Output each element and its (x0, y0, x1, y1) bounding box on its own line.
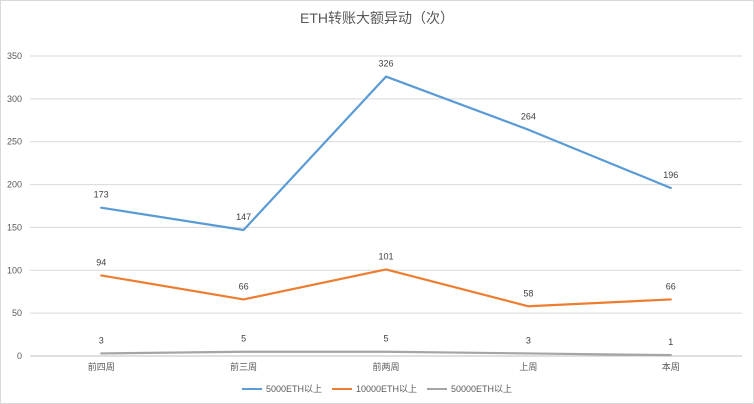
y-axis: 0 50 100 150 200 250 300 350 (7, 51, 22, 361)
x-axis: 前四周 前三周 前两周 上周 本周 (88, 361, 680, 372)
y-tick-label: 100 (7, 265, 22, 275)
data-label: 3 (526, 335, 531, 345)
gridlines (30, 55, 742, 357)
data-label: 326 (378, 59, 393, 69)
legend-swatch-10000eth (331, 387, 352, 390)
data-labels: 173 147 326 264 196 94 66 101 58 66 3 5 5 3 1 (94, 59, 679, 348)
data-label: 264 (521, 112, 536, 122)
data-label: 196 (663, 170, 678, 180)
x-tick-label: 前三周 (230, 361, 257, 372)
y-tick-label: 0 (17, 351, 22, 361)
legend-label-50000eth: 50000ETH以上 (451, 384, 513, 394)
legend: 5000ETH以上 10000ETH以上 50000ETH以上 (0, 382, 754, 395)
x-tick-label: 前两周 (372, 361, 399, 372)
series-lines (100, 75, 672, 357)
y-tick-label: 200 (7, 180, 22, 190)
legend-item-50000eth: 50000ETH以上 (427, 382, 512, 395)
legend-swatch-5000eth (241, 387, 262, 390)
chart-title: ETH转账大额异动（次） (300, 10, 454, 26)
legend-label-5000eth: 5000ETH以上 (265, 384, 322, 394)
y-tick-label: 50 (12, 308, 22, 318)
y-tick-label: 150 (7, 222, 22, 232)
series-line-1 (100, 268, 672, 308)
data-label: 101 (378, 251, 393, 261)
legend-item-5000eth: 5000ETH以上 (241, 382, 322, 395)
x-tick-label: 本周 (662, 361, 680, 372)
data-label: 1 (668, 337, 673, 347)
data-label: 66 (239, 281, 249, 291)
y-tick-label: 300 (7, 94, 22, 104)
series-line-2 (100, 350, 672, 357)
y-tick-label: 350 (7, 51, 22, 61)
legend-swatch-50000eth (427, 387, 448, 390)
data-label: 173 (94, 190, 109, 200)
data-label: 66 (666, 281, 676, 291)
legend-item-10000eth: 10000ETH以上 (331, 382, 418, 395)
data-label: 5 (241, 334, 246, 344)
data-label: 58 (523, 288, 533, 298)
series-line-0 (100, 75, 672, 232)
y-tick-label: 250 (7, 137, 22, 147)
data-label: 94 (96, 257, 106, 267)
x-tick-label: 前四周 (88, 361, 115, 372)
data-label: 3 (99, 335, 104, 345)
data-label: 5 (383, 334, 388, 344)
data-label: 147 (236, 212, 251, 222)
x-tick-label: 上周 (519, 362, 537, 372)
legend-label-10000eth: 10000ETH以上 (355, 384, 418, 394)
